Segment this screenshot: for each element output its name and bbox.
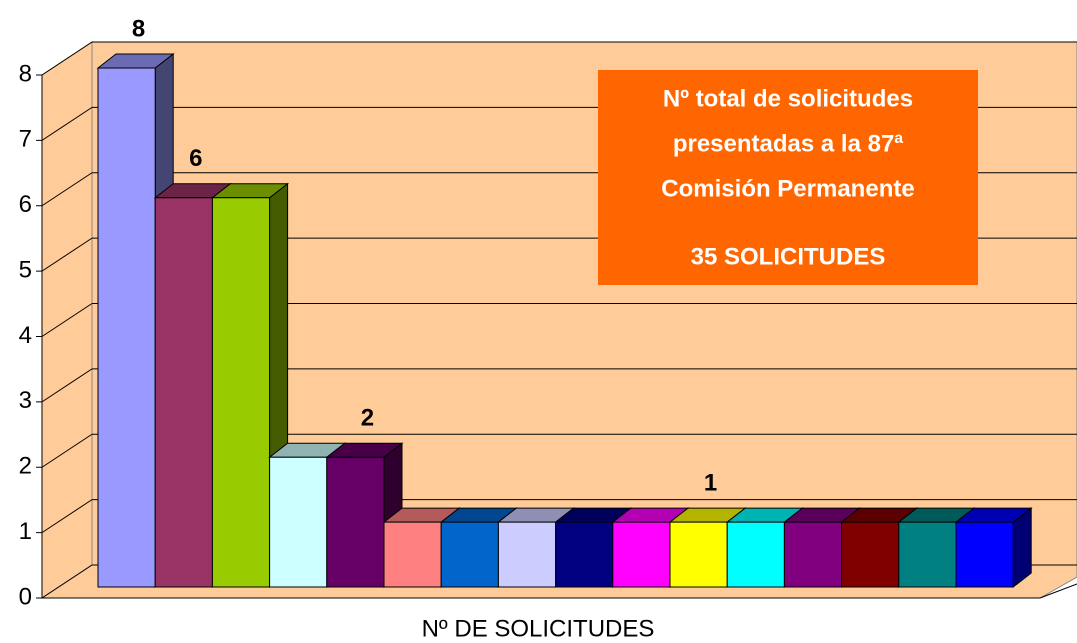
bar xyxy=(383,521,442,588)
grid-line xyxy=(41,172,93,207)
data-label: 1 xyxy=(704,469,717,496)
bar xyxy=(555,521,614,588)
data-label: 2 xyxy=(361,405,374,432)
data-label: 6 xyxy=(189,145,202,172)
bar xyxy=(841,521,900,588)
grid-line xyxy=(41,106,93,141)
annotation-text: presentadas a la 87ª xyxy=(673,130,903,157)
grid-line xyxy=(41,564,93,599)
bar xyxy=(440,521,499,588)
grid-line xyxy=(41,41,93,76)
grid-line xyxy=(41,499,93,534)
grid-line xyxy=(41,433,93,468)
annotation-box xyxy=(598,70,978,285)
bar xyxy=(955,521,1014,588)
data-label: 8 xyxy=(132,15,145,42)
y-tick-label: 0 xyxy=(19,583,32,610)
bar xyxy=(269,456,328,588)
y-tick-label: 7 xyxy=(19,126,32,153)
bar xyxy=(97,67,156,588)
y-tick-label: 2 xyxy=(19,453,32,480)
annotation-text: Comisión Permanente xyxy=(661,175,914,202)
y-tick-label: 3 xyxy=(19,387,32,414)
grid-line xyxy=(41,368,93,403)
y-tick-label: 6 xyxy=(19,191,32,218)
annotation-text: Nº total de solicitudes xyxy=(663,85,913,112)
grid-line xyxy=(41,303,93,337)
annotation-text: 35 SOLICITUDES xyxy=(691,243,886,270)
x-axis-label: Nº DE SOLICITUDES xyxy=(422,615,655,642)
bar xyxy=(612,521,671,588)
y-tick-label: 1 xyxy=(19,518,32,545)
bar xyxy=(211,197,271,588)
bar xyxy=(783,521,843,588)
y-tick-label: 8 xyxy=(19,60,32,87)
bar xyxy=(497,521,557,588)
y-tick-label: 5 xyxy=(19,256,32,283)
bar xyxy=(898,521,957,588)
grid-line xyxy=(41,237,93,272)
bar xyxy=(669,521,728,588)
y-tick-label: 4 xyxy=(19,322,32,349)
bar xyxy=(154,197,213,588)
floor-edge xyxy=(1039,583,1077,599)
bar xyxy=(326,456,385,588)
bar xyxy=(726,521,785,588)
